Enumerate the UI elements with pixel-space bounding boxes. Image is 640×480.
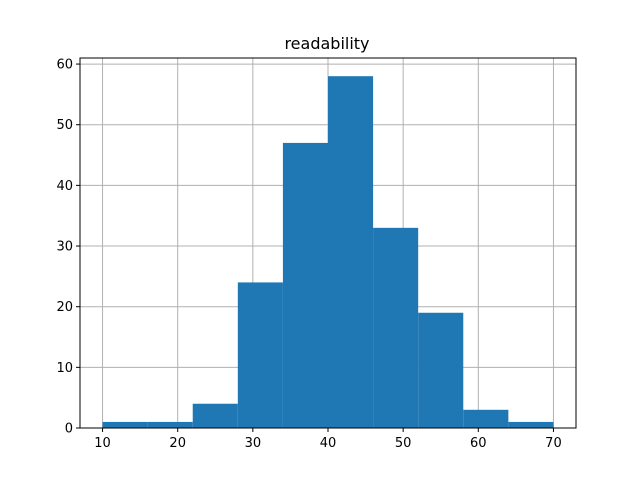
y-tick-label: 50 [56,118,73,133]
y-tick-label: 0 [65,422,73,437]
y-tick-label: 40 [56,179,73,194]
x-tick-label: 60 [470,436,487,451]
bars [102,76,554,429]
histogram-bar [237,282,283,428]
histogram-bar [373,227,419,428]
histogram-bar [282,142,328,428]
histogram-bar [508,421,554,428]
x-tick-label: 20 [169,436,186,451]
histogram-bar [463,409,509,428]
histogram-bar [418,312,464,428]
y-tick-label: 10 [56,361,73,376]
x-tick-label: 70 [545,436,562,451]
x-tick-label: 50 [395,436,412,451]
x-axis: 10 20 30 40 50 60 70 [94,428,562,451]
x-tick-label: 10 [94,436,111,451]
chart-title: readability [284,34,369,53]
y-axis: 0 10 20 30 40 50 60 [56,58,80,437]
y-tick-label: 30 [56,240,73,255]
histogram-bar [192,403,238,428]
y-tick-label: 60 [56,58,73,73]
histogram-bar [147,421,193,428]
histogram-bar [328,76,374,429]
y-tick-label: 20 [56,300,73,315]
x-tick-label: 30 [245,436,262,451]
x-tick-label: 40 [320,436,337,451]
histogram-bar [102,421,148,428]
